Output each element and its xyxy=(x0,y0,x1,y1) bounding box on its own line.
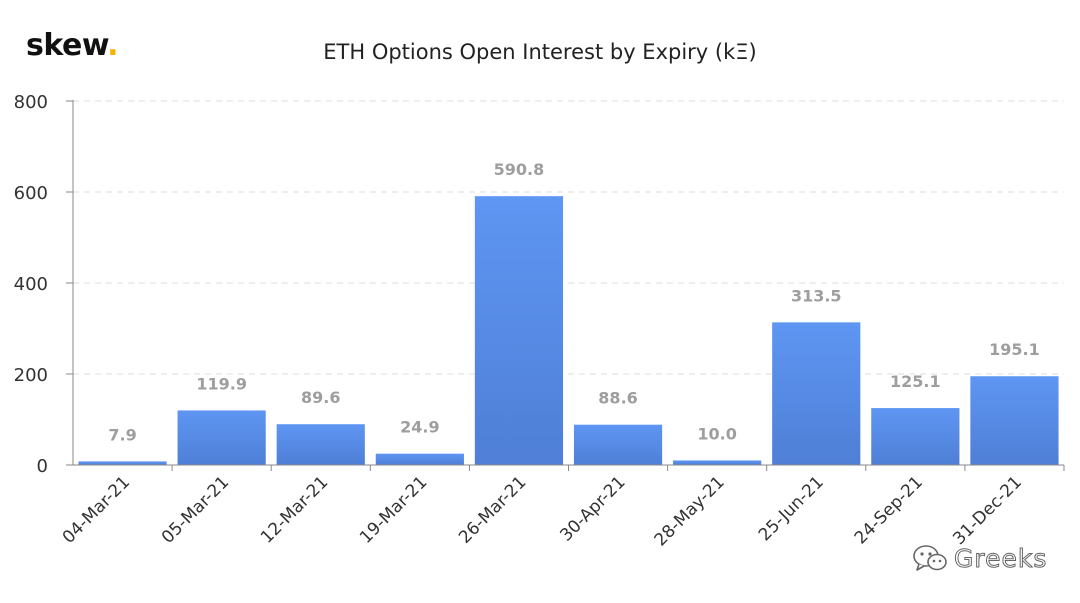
wechat-icon xyxy=(913,545,947,571)
watermark-text: Greeks xyxy=(953,543,1048,573)
bar xyxy=(871,408,960,465)
value-label: 590.8 xyxy=(494,160,545,179)
x-tick-label: 12-Mar-21 xyxy=(257,472,332,547)
chart-title: ETH Options Open Interest by Expiry (kΞ) xyxy=(323,40,757,64)
x-tick-label: 04-Mar-21 xyxy=(59,472,134,547)
y-tick-label: 600 xyxy=(14,183,48,204)
bar xyxy=(474,196,564,465)
bar xyxy=(375,453,464,465)
y-axis: 0 200 400 600 800 xyxy=(14,92,74,477)
value-label: 119.9 xyxy=(196,374,247,393)
value-label: 89.6 xyxy=(301,388,340,407)
y-tick-label: 800 xyxy=(14,92,48,113)
x-tick-label: 25-Jun-21 xyxy=(755,472,828,545)
value-labels: 7.9 119.9 89.6 24.9 590.8 88.6 10.0 313.5 125.1 1… xyxy=(108,160,1039,444)
x-tick-label: 05-Mar-21 xyxy=(158,472,233,547)
value-label: 125.1 xyxy=(890,372,941,391)
bar xyxy=(772,322,861,465)
y-tick-label: 0 xyxy=(37,456,48,477)
bar xyxy=(276,424,365,465)
value-label: 7.9 xyxy=(108,425,136,444)
value-label: 10.0 xyxy=(697,424,736,443)
bars xyxy=(78,196,1059,465)
grid-lines xyxy=(73,100,1064,375)
value-label: 24.9 xyxy=(400,418,439,437)
watermark: Greeks xyxy=(912,540,1047,576)
bar xyxy=(970,376,1059,465)
x-axis: 04-Mar-21 05-Mar-21 12-Mar-21 19-Mar-21 26-M… xyxy=(59,464,1065,550)
bar xyxy=(177,410,266,465)
y-tick-label: 400 xyxy=(14,274,48,295)
logo-text: skew xyxy=(26,28,108,63)
x-tick-label: 26-Mar-21 xyxy=(455,472,530,547)
value-label: 313.5 xyxy=(791,286,842,305)
bar xyxy=(673,460,762,465)
x-tick-label: 31-Dec-21 xyxy=(949,472,1026,549)
x-tick-label: 30-Apr-21 xyxy=(556,472,629,545)
bar xyxy=(78,461,167,465)
value-label: 88.6 xyxy=(598,389,637,408)
y-tick-label: 200 xyxy=(14,365,48,386)
x-tick-label: 24-Sep-21 xyxy=(851,472,927,548)
bar xyxy=(573,424,663,465)
x-tick-label: 28-May-21 xyxy=(651,472,729,550)
skew-logo: skew. xyxy=(26,28,119,63)
value-label: 195.1 xyxy=(989,340,1040,359)
logo-dot: . xyxy=(107,28,119,63)
x-tick-label: 19-Mar-21 xyxy=(356,472,431,547)
